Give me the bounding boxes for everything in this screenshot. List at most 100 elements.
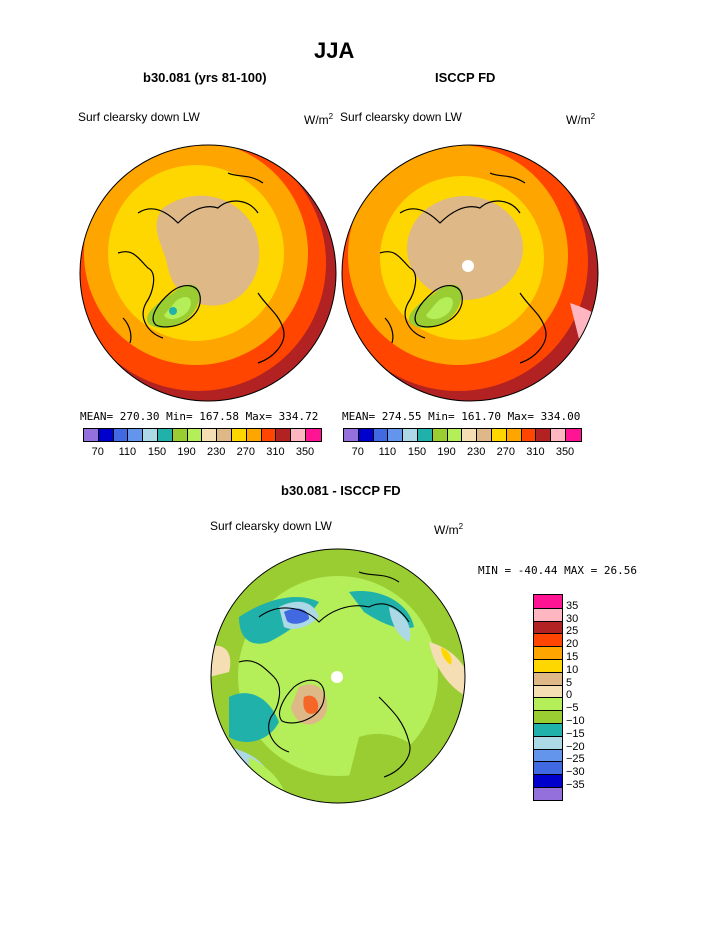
colorbar-swatch	[536, 429, 552, 441]
diff-minmax: MIN = -40.44 MAX = 26.56	[478, 564, 637, 577]
colorbar-swatch	[551, 429, 566, 441]
colorbar-swatch	[98, 429, 114, 441]
colorbar-tick-label: 150	[147, 446, 167, 458]
panel2-polar-map	[341, 144, 599, 402]
colorbar-tick-label: 20	[566, 638, 579, 651]
colorbar-swatch	[447, 429, 463, 441]
colorbar-tick-label: −15	[566, 727, 585, 740]
colorbar-swatch	[172, 429, 188, 441]
colorbar-swatch	[128, 429, 144, 441]
panel2-title: ISCCP FD	[435, 70, 496, 85]
colorbar-swatch	[534, 735, 562, 749]
colorbar-tick-label: −20	[566, 740, 585, 753]
colorbar-tick-label: 230	[207, 446, 226, 458]
colorbar-swatch	[432, 429, 448, 441]
panel1-title: b30.081 (yrs 81-100)	[143, 70, 267, 85]
diff-polar-map	[210, 548, 466, 804]
colorbar-tick-label: 150	[407, 446, 427, 458]
colorbar-swatch	[113, 429, 129, 441]
colorbar-swatch	[491, 429, 507, 441]
colorbar-tick-label: 310	[266, 446, 285, 458]
colorbar-tick-label: 350	[555, 446, 575, 458]
colorbar-tick-label: −5	[566, 702, 579, 715]
colorbar-swatch	[534, 710, 562, 723]
colorbar-tick-label: 110	[378, 446, 397, 458]
panel1-polar-map	[79, 144, 337, 402]
colorbar-swatch	[534, 722, 562, 736]
colorbar-swatch	[534, 607, 562, 621]
colorbar-swatch	[305, 429, 321, 441]
colorbar-swatch	[231, 429, 247, 441]
colorbar-swatch	[477, 429, 492, 441]
panel2-stats: MEAN= 274.55 Min= 161.70 Max= 334.00	[342, 410, 581, 423]
colorbar-tick-label: −25	[566, 753, 585, 766]
panel1-colorbar	[83, 428, 322, 442]
colorbar-swatch	[217, 429, 232, 441]
diff-colorbar-ticks: −35 −30 −25 −20 −15 −10 −5 0 5 10 15 20 25 30 35	[566, 594, 606, 804]
colorbar-tick-label: 0	[566, 689, 573, 702]
colorbar-tick-label: 30	[566, 612, 579, 625]
colorbar-tick-label: 70	[351, 446, 364, 458]
colorbar-swatch	[358, 429, 374, 441]
panel2-variable-label: Surf clearsky down LW	[340, 110, 462, 124]
colorbar-tick-label: 310	[526, 446, 545, 458]
panel1-units: W/m2	[304, 112, 334, 127]
colorbar-tick-label: 15	[566, 651, 579, 663]
diff-colorbar	[533, 594, 563, 801]
colorbar-tick-label: 190	[177, 446, 196, 458]
colorbar-swatch	[202, 429, 218, 441]
panel1-variable-label: Surf clearsky down LW	[78, 110, 200, 124]
colorbar-swatch	[462, 429, 478, 441]
colorbar-swatch	[534, 595, 562, 608]
colorbar-swatch	[261, 429, 277, 441]
colorbar-swatch	[534, 786, 562, 800]
colorbar-swatch	[534, 620, 562, 634]
colorbar-swatch	[403, 429, 418, 441]
colorbar-swatch	[534, 671, 562, 685]
colorbar-swatch	[246, 429, 262, 441]
colorbar-tick-label: −35	[566, 779, 585, 791]
colorbar-tick-label: 110	[118, 446, 137, 458]
colorbar-tick-label: 230	[467, 446, 486, 458]
colorbar-swatch	[84, 429, 99, 441]
diff-units: W/m2	[434, 522, 464, 537]
colorbar-tick-label: 25	[566, 625, 579, 638]
colorbar-swatch	[565, 429, 581, 441]
colorbar-swatch	[187, 429, 203, 441]
colorbar-tick-label: 270	[496, 446, 515, 458]
colorbar-swatch	[534, 633, 562, 647]
colorbar-swatch	[143, 429, 158, 441]
colorbar-swatch	[534, 697, 562, 711]
colorbar-tick-label: 350	[295, 446, 315, 458]
diff-panel-title: b30.081 - ISCCP FD	[281, 483, 401, 498]
colorbar-swatch	[344, 429, 359, 441]
colorbar-swatch	[534, 748, 562, 762]
panel2-units: W/m2	[566, 112, 596, 127]
colorbar-tick-label: 5	[566, 676, 573, 689]
colorbar-swatch	[276, 429, 292, 441]
colorbar-swatch	[157, 429, 173, 441]
colorbar-tick-label: 270	[236, 446, 255, 458]
colorbar-swatch	[534, 761, 562, 775]
colorbar-tick-label: 190	[437, 446, 456, 458]
panel2-colorbar	[343, 428, 582, 442]
colorbar-swatch	[534, 658, 562, 672]
panel1-colorbar-ticks: 70 110 150 190 230 270 310 350	[83, 446, 320, 460]
colorbar-swatch	[521, 429, 537, 441]
colorbar-tick-label: 10	[566, 663, 579, 676]
panel1-stats: MEAN= 270.30 Min= 167.58 Max= 334.72	[80, 410, 319, 423]
colorbar-swatch	[534, 774, 562, 787]
colorbar-swatch	[291, 429, 306, 441]
colorbar-tick-label: −10	[566, 715, 585, 727]
colorbar-tick-label: −30	[566, 766, 585, 779]
colorbar-tick-label: 70	[91, 446, 104, 458]
diff-variable-label: Surf clearsky down LW	[210, 519, 332, 533]
colorbar-swatch	[388, 429, 404, 441]
panel2-colorbar-ticks: 70 110 150 190 230 270 310 350	[343, 446, 580, 460]
colorbar-tick-label: 35	[566, 599, 579, 612]
colorbar-swatch	[534, 646, 562, 659]
colorbar-swatch	[373, 429, 389, 441]
colorbar-swatch	[534, 684, 562, 698]
figure-title: JJA	[314, 38, 355, 63]
